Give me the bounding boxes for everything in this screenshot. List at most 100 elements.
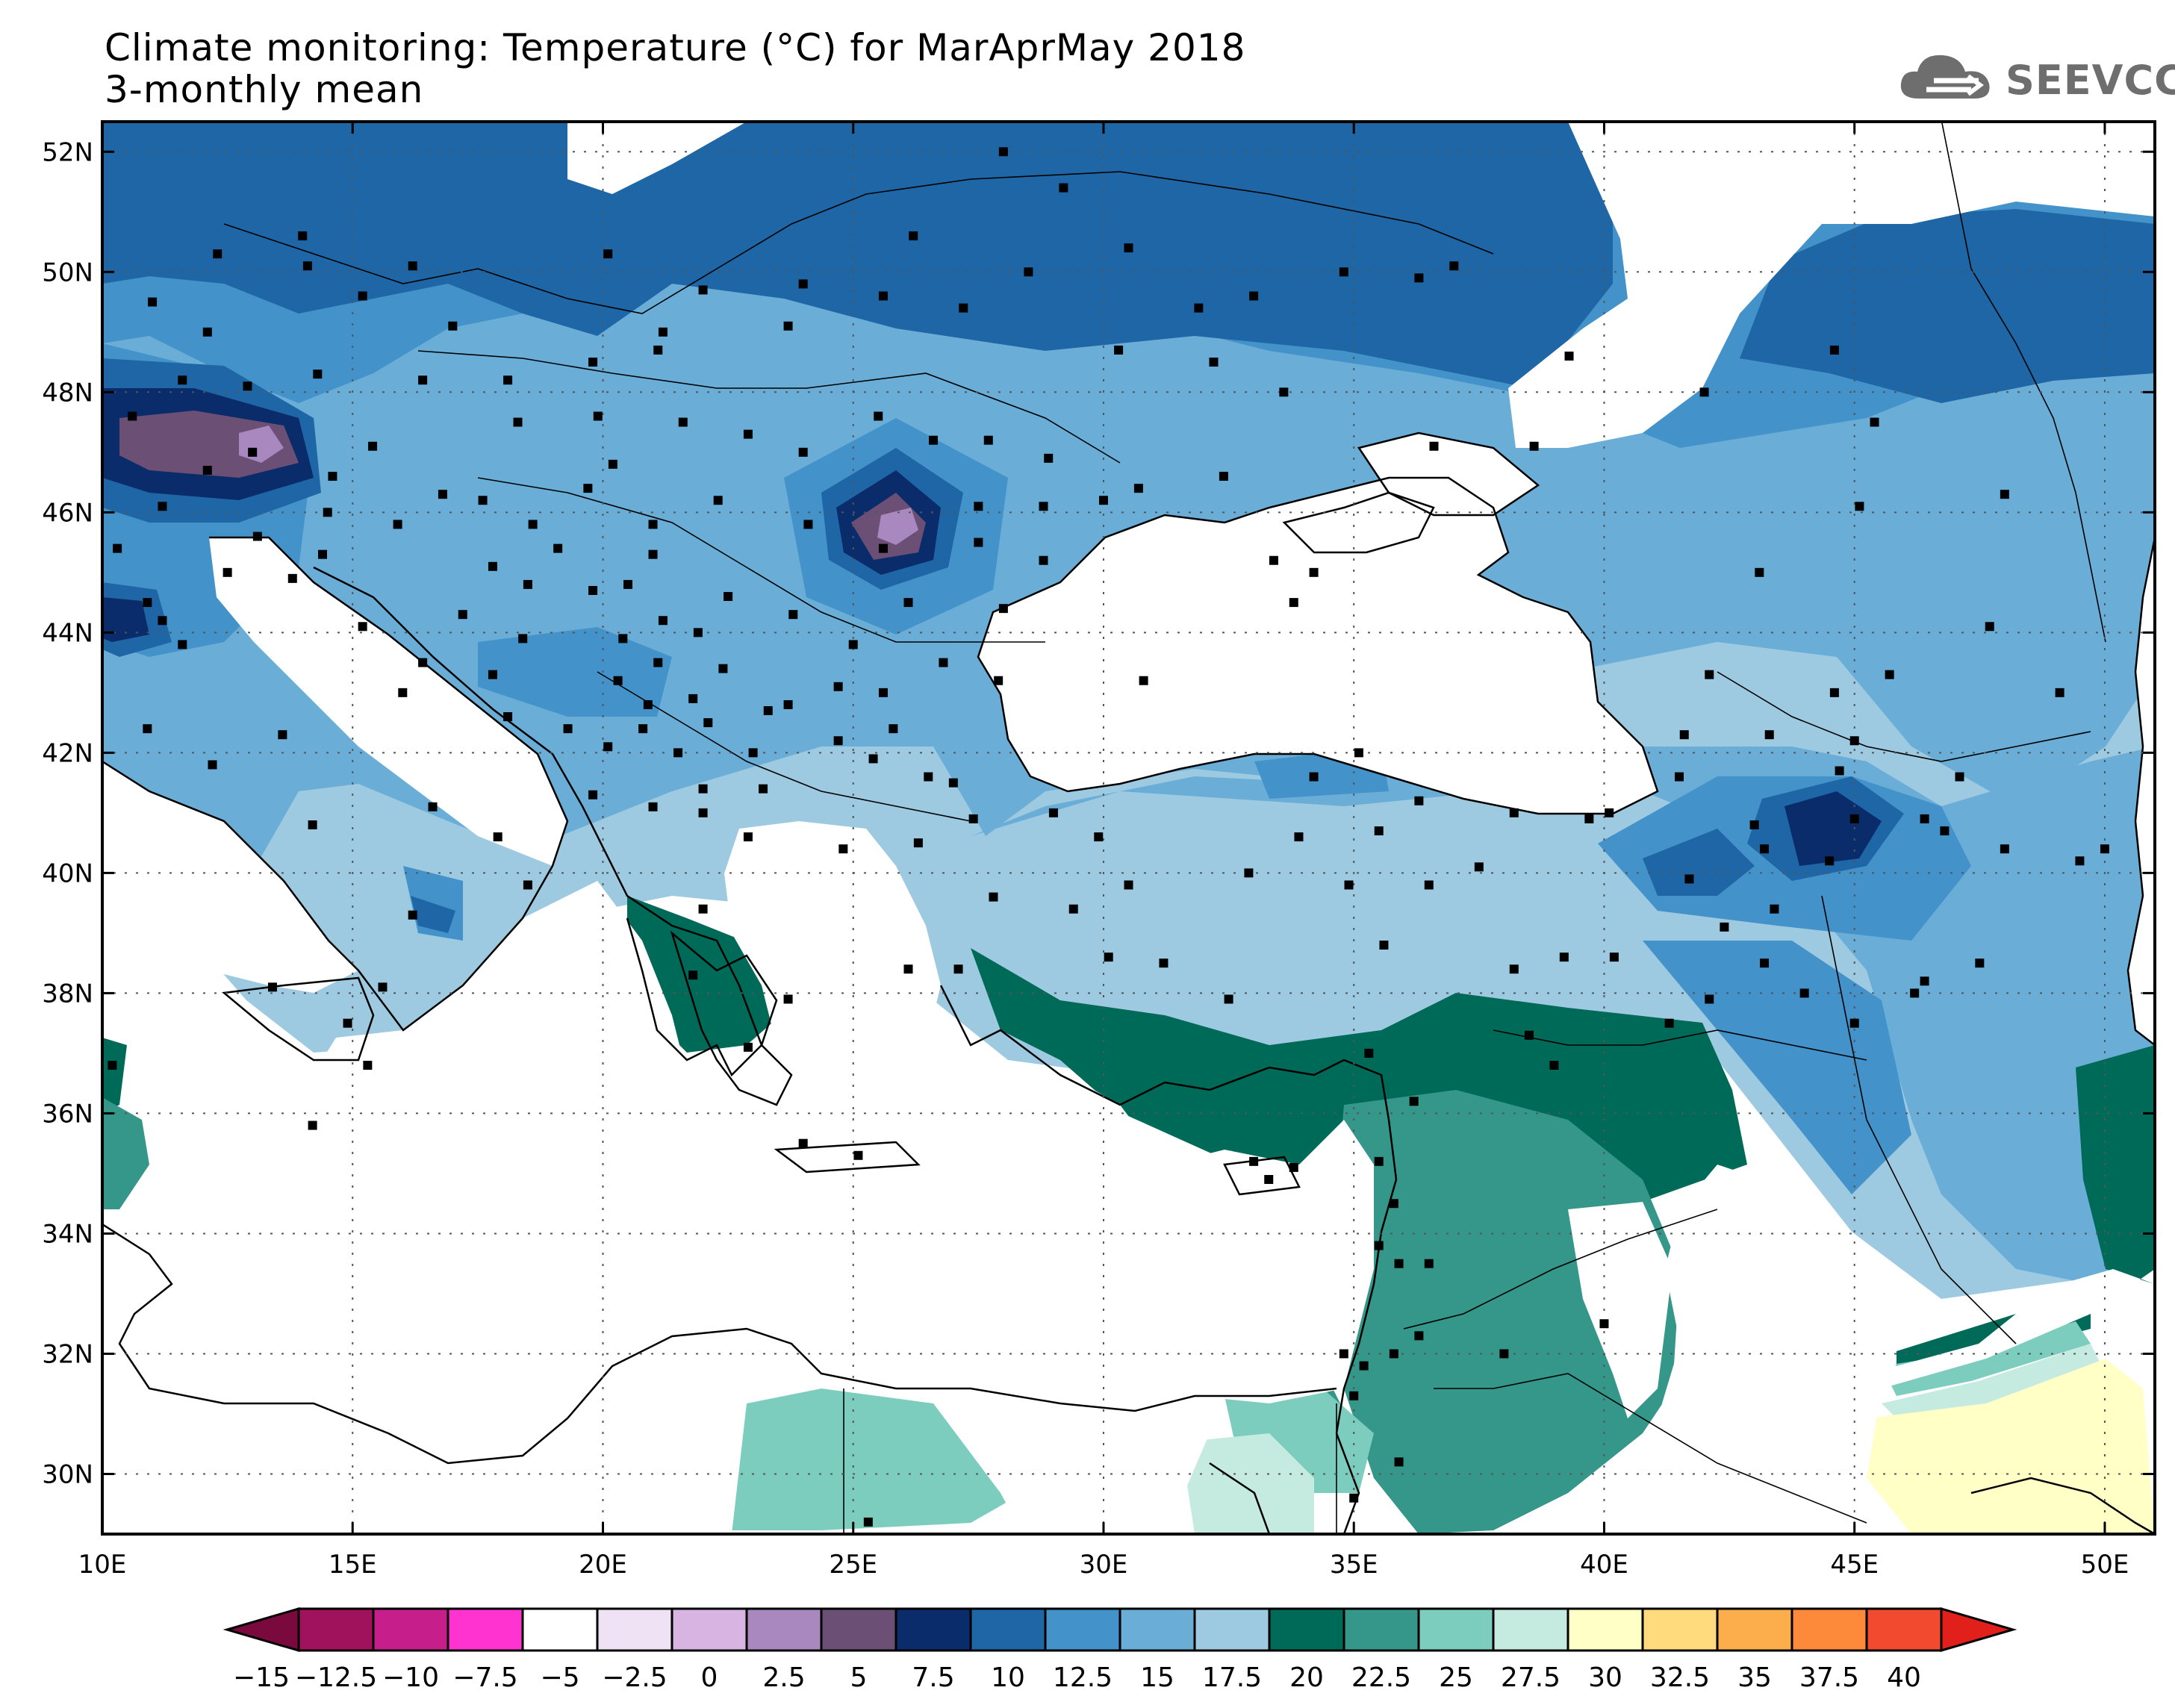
station-marker <box>648 520 658 529</box>
tick-label-y: 40N <box>42 858 93 888</box>
colorbar-label: 10 <box>991 1662 1025 1693</box>
station-marker <box>658 327 668 337</box>
temperature-field <box>102 122 2155 1534</box>
colorbar-swatch <box>894 1607 972 1652</box>
station-marker <box>528 520 538 529</box>
station-marker <box>939 658 948 667</box>
station-marker <box>1379 940 1389 950</box>
band-25-27.5 <box>1882 1344 2106 1418</box>
station-marker <box>848 640 858 649</box>
station-marker <box>613 676 623 685</box>
station-marker <box>603 742 613 752</box>
station-marker <box>1159 959 1169 968</box>
station-marker <box>1684 874 1694 884</box>
station-marker <box>603 249 613 259</box>
station-marker <box>1509 964 1519 974</box>
station-marker <box>2075 856 2085 866</box>
station-marker <box>1975 959 1985 968</box>
colorbar-swatch <box>596 1607 673 1652</box>
station-marker <box>1409 1097 1419 1106</box>
tick-label-x: 50E <box>2081 1550 2129 1580</box>
station-marker <box>1339 267 1348 277</box>
tick-label-x: 20E <box>579 1550 627 1580</box>
station-marker <box>653 345 663 355</box>
station-marker <box>1244 868 1254 878</box>
border-lines <box>417 350 1121 464</box>
band-below-7.5 <box>1785 791 1882 866</box>
station-marker <box>493 832 502 842</box>
station-marker <box>267 982 277 992</box>
station-marker <box>318 549 328 559</box>
station-marker <box>1359 1361 1369 1371</box>
station-marker <box>1133 484 1143 493</box>
station-marker <box>763 706 773 716</box>
station-marker <box>693 628 703 638</box>
station-marker <box>313 370 323 379</box>
station-marker <box>1374 826 1384 836</box>
tick-label-x: 35E <box>1330 1550 1378 1580</box>
station-marker <box>1309 772 1319 782</box>
band-20-22.5 <box>102 1097 149 1209</box>
tick-label-x: 10E <box>78 1550 127 1580</box>
colorbar-label: 5 <box>850 1662 868 1693</box>
station-marker <box>1209 358 1219 367</box>
coastline-crimea <box>1282 491 1435 554</box>
coastline-balkans <box>313 566 763 1077</box>
station-marker <box>878 543 888 553</box>
station-marker <box>378 982 388 992</box>
colorbar-label: 2.5 <box>762 1662 805 1693</box>
colorbar-label: 27.5 <box>1501 1662 1561 1693</box>
station-marker <box>1699 387 1709 397</box>
station-marker <box>833 682 843 691</box>
station-marker <box>1920 814 1929 823</box>
colorbar-label: −2.5 <box>602 1662 667 1693</box>
station-marker <box>358 291 367 301</box>
station-marker <box>929 435 939 445</box>
station-marker <box>2000 490 2009 499</box>
station-marker <box>363 1061 373 1070</box>
station-marker <box>323 508 332 517</box>
colorbar-swatch <box>446 1607 524 1652</box>
station-marker <box>673 748 683 758</box>
nodata-mask-east-iraq <box>1658 1165 2155 1534</box>
colorbar-swatch <box>1268 1607 1345 1652</box>
station-marker <box>1474 862 1484 872</box>
station-marker <box>1289 1162 1298 1172</box>
border-lines <box>1403 1209 1718 1330</box>
station-marker <box>202 327 212 337</box>
station-marker <box>1449 261 1459 271</box>
station-marker <box>1414 1331 1424 1341</box>
station-marker <box>1124 243 1133 253</box>
station-marker <box>798 447 808 457</box>
station-marker <box>1269 555 1278 565</box>
station-marker <box>1194 303 1204 313</box>
station-marker <box>1094 832 1104 842</box>
station-marker <box>208 760 217 770</box>
station-marker <box>408 261 417 271</box>
band-17.5-20 <box>102 1038 127 1112</box>
station-marker <box>1374 1156 1384 1166</box>
station-marker <box>243 381 252 391</box>
tick-label-x: 30E <box>1080 1550 1128 1580</box>
nodata-mask-libya-egypt <box>102 1291 1210 1534</box>
station-marker <box>1309 567 1319 577</box>
station-marker <box>838 844 848 854</box>
station-marker <box>688 694 698 703</box>
station-marker <box>478 496 488 505</box>
station-marker <box>148 297 158 307</box>
colorbar-swatch <box>372 1607 449 1652</box>
coastline-crete <box>774 1141 921 1174</box>
colorbar-swatch <box>297 1607 375 1652</box>
border-lines <box>1717 671 2091 762</box>
colorbar-swatch <box>745 1607 823 1652</box>
station-marker <box>1044 453 1054 463</box>
coastline-cyprus <box>1223 1156 1301 1196</box>
station-marker <box>1394 1259 1404 1268</box>
band-7.5-10 <box>1740 209 2155 403</box>
station-marker <box>1104 953 1113 962</box>
station-marker <box>1705 670 1714 679</box>
station-marker <box>408 910 417 920</box>
border-lines <box>843 1388 1337 1534</box>
colorbar-label: 22.5 <box>1351 1662 1411 1693</box>
